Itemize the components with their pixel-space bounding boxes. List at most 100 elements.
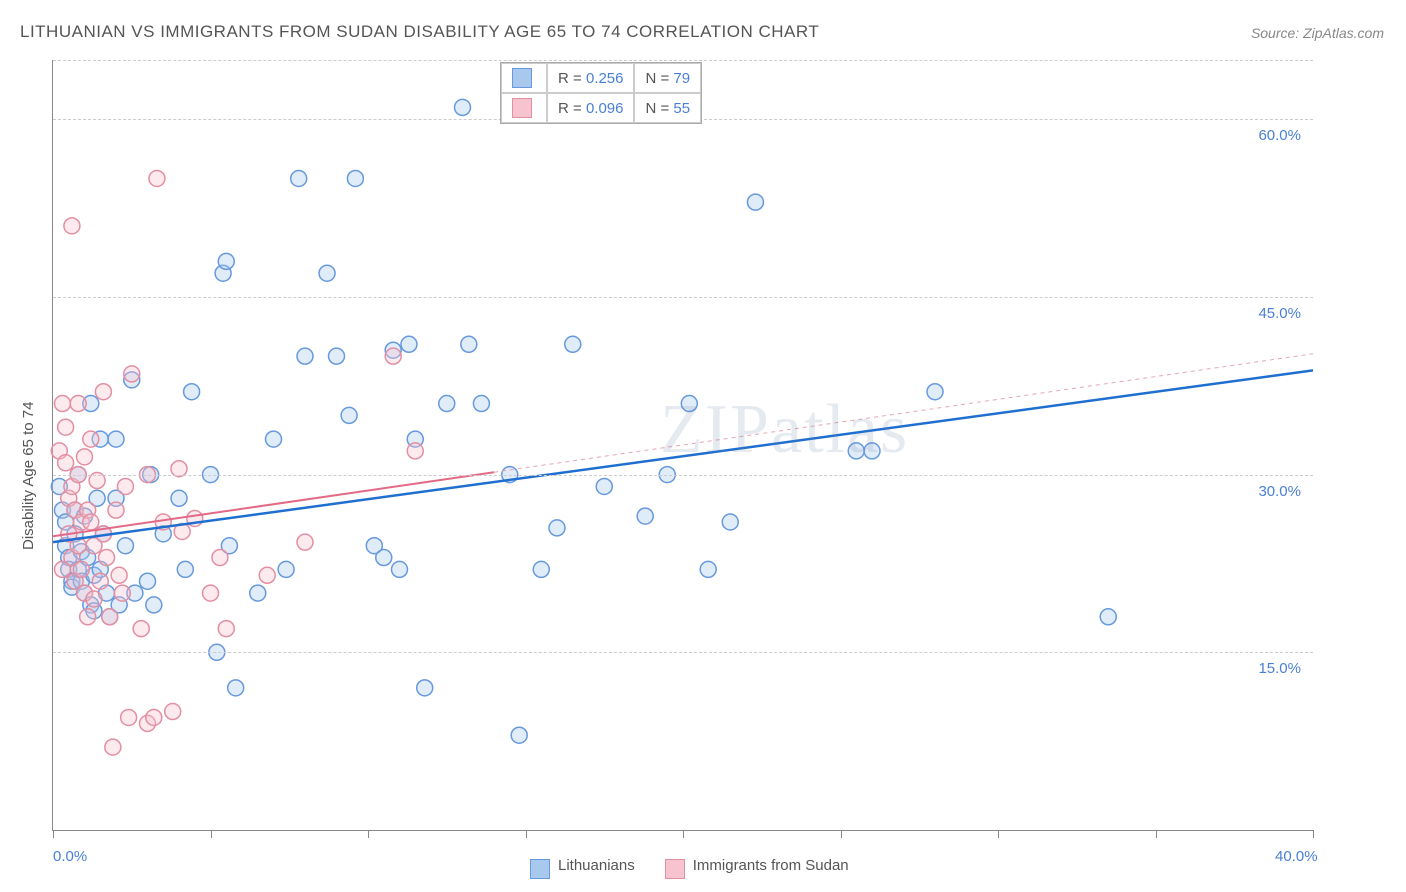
scatter-point-lithuanians xyxy=(637,508,653,524)
x-tick-mark xyxy=(1313,830,1314,838)
scatter-point-lithuanians xyxy=(700,561,716,577)
x-tick-mark xyxy=(368,830,369,838)
y-tick-label: 30.0% xyxy=(1258,483,1301,500)
scatter-point-lithuanians xyxy=(549,520,565,536)
scatter-point-sudan xyxy=(83,514,99,530)
scatter-point-sudan xyxy=(99,550,115,566)
x-tick-mark xyxy=(526,830,527,838)
x-tick-mark xyxy=(683,830,684,838)
scatter-point-sudan xyxy=(133,621,149,637)
scatter-point-lithuanians xyxy=(511,727,527,743)
scatter-point-lithuanians xyxy=(266,431,282,447)
scatter-point-lithuanians xyxy=(171,490,187,506)
x-tick-label: 40.0% xyxy=(1275,848,1318,865)
scatter-point-sudan xyxy=(105,739,121,755)
x-tick-mark xyxy=(211,830,212,838)
scatter-point-lithuanians xyxy=(473,396,489,412)
legend-n-cell: N = 79 xyxy=(634,63,701,93)
legend-swatch-icon xyxy=(512,68,532,88)
scatter-point-lithuanians xyxy=(146,597,162,613)
scatter-point-lithuanians xyxy=(347,170,363,186)
scatter-point-lithuanians xyxy=(681,396,697,412)
scatter-point-lithuanians xyxy=(177,561,193,577)
scatter-point-sudan xyxy=(297,534,313,550)
scatter-point-sudan xyxy=(95,384,111,400)
chart-container: LITHUANIAN VS IMMIGRANTS FROM SUDAN DISA… xyxy=(0,0,1406,892)
scatter-point-lithuanians xyxy=(319,265,335,281)
scatter-point-sudan xyxy=(111,567,127,583)
scatter-point-lithuanians xyxy=(291,170,307,186)
scatter-point-sudan xyxy=(73,561,89,577)
gridline-h xyxy=(53,297,1313,298)
scatter-point-lithuanians xyxy=(376,550,392,566)
scatter-point-sudan xyxy=(58,419,74,435)
source-label: Source: ZipAtlas.com xyxy=(1251,25,1384,41)
scatter-point-lithuanians xyxy=(117,538,133,554)
scatter-point-sudan xyxy=(385,348,401,364)
scatter-point-lithuanians xyxy=(439,396,455,412)
legend-row-sudan: R = 0.096N = 55 xyxy=(501,93,701,123)
legend-item-label: Immigrants from Sudan xyxy=(693,857,849,874)
plot-area: 15.0%30.0%45.0%60.0%0.0%40.0% xyxy=(52,60,1313,831)
scatter-point-sudan xyxy=(92,573,108,589)
scatter-point-sudan xyxy=(121,709,137,725)
scatter-point-sudan xyxy=(114,585,130,601)
scatter-point-lithuanians xyxy=(329,348,345,364)
scatter-point-sudan xyxy=(212,550,228,566)
scatter-point-lithuanians xyxy=(596,478,612,494)
legend-item-sudan: Immigrants from Sudan xyxy=(665,856,849,876)
legend-item-swatch-icon xyxy=(665,859,685,879)
y-tick-label: 60.0% xyxy=(1258,127,1301,144)
x-tick-mark xyxy=(998,830,999,838)
correlation-legend: R = 0.256N = 79R = 0.096N = 55 xyxy=(500,62,702,124)
scatter-point-lithuanians xyxy=(455,99,471,115)
y-axis-label: Disability Age 65 to 74 xyxy=(20,402,37,550)
scatter-point-lithuanians xyxy=(848,443,864,459)
legend-item-swatch-icon xyxy=(530,859,550,879)
scatter-point-lithuanians xyxy=(401,336,417,352)
scatter-point-sudan xyxy=(58,455,74,471)
scatter-point-lithuanians xyxy=(747,194,763,210)
scatter-point-sudan xyxy=(54,396,70,412)
scatter-point-lithuanians xyxy=(927,384,943,400)
scatter-point-lithuanians xyxy=(461,336,477,352)
scatter-point-sudan xyxy=(64,218,80,234)
scatter-point-sudan xyxy=(407,443,423,459)
scatter-point-sudan xyxy=(165,704,181,720)
scatter-point-sudan xyxy=(146,709,162,725)
scatter-point-sudan xyxy=(108,502,124,518)
scatter-point-lithuanians xyxy=(565,336,581,352)
scatter-point-lithuanians xyxy=(417,680,433,696)
scatter-point-lithuanians xyxy=(533,561,549,577)
trend-line-lithuanians xyxy=(53,370,1313,542)
scatter-point-lithuanians xyxy=(140,573,156,589)
x-tick-mark xyxy=(841,830,842,838)
scatter-point-sudan xyxy=(70,396,86,412)
scatter-point-sudan xyxy=(83,431,99,447)
legend-swatch-cell xyxy=(501,93,547,123)
y-tick-label: 15.0% xyxy=(1258,660,1301,677)
scatter-point-lithuanians xyxy=(278,561,294,577)
scatter-point-lithuanians xyxy=(108,431,124,447)
scatter-point-lithuanians xyxy=(392,561,408,577)
scatter-point-sudan xyxy=(117,478,133,494)
legend-row-lithuanians: R = 0.256N = 79 xyxy=(501,63,701,93)
x-tick-mark xyxy=(53,830,54,838)
scatter-point-lithuanians xyxy=(1100,609,1116,625)
scatter-point-sudan xyxy=(80,609,96,625)
legend-r-cell: R = 0.256 xyxy=(547,63,634,93)
plot-svg xyxy=(53,60,1313,830)
scatter-point-lithuanians xyxy=(184,384,200,400)
legend-r-cell: R = 0.096 xyxy=(547,93,634,123)
scatter-point-lithuanians xyxy=(250,585,266,601)
x-tick-mark xyxy=(1156,830,1157,838)
series-legend: LithuaniansImmigrants from Sudan xyxy=(530,856,849,876)
scatter-point-lithuanians xyxy=(218,253,234,269)
scatter-point-sudan xyxy=(218,621,234,637)
trend-line-ext-sudan xyxy=(494,354,1313,472)
scatter-point-sudan xyxy=(259,567,275,583)
legend-n-cell: N = 55 xyxy=(634,93,701,123)
scatter-point-sudan xyxy=(203,585,219,601)
scatter-point-sudan xyxy=(102,609,118,625)
scatter-point-sudan xyxy=(86,591,102,607)
